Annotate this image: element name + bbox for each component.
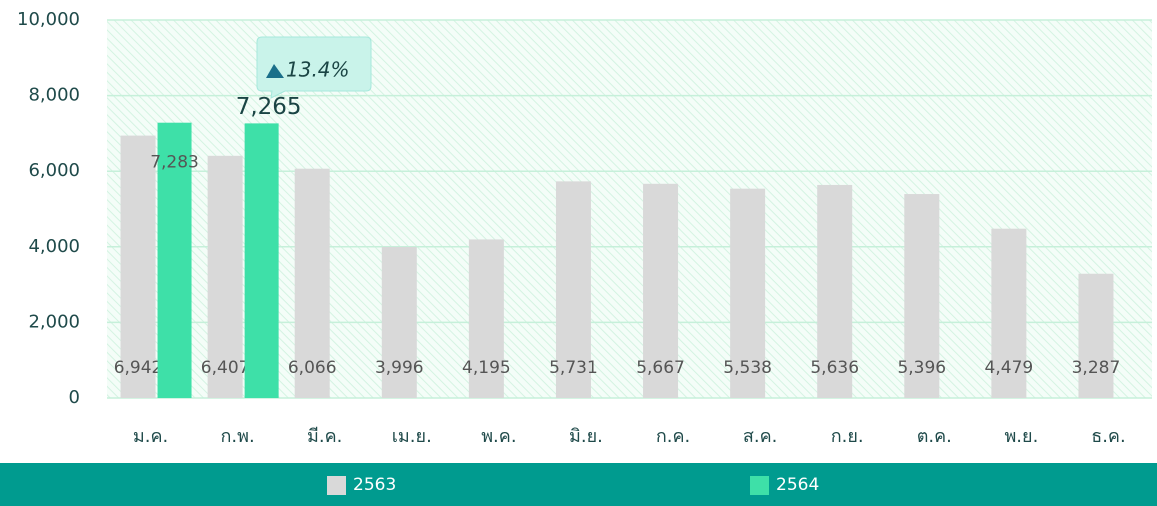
- y-tick-label: 4,000: [28, 236, 80, 257]
- y-tick-label: 6,000: [28, 160, 80, 181]
- data-label: 4,479: [985, 358, 1034, 378]
- data-label: 3,996: [375, 358, 424, 378]
- data-label: 6,942: [114, 358, 163, 378]
- data-label: 5,731: [549, 358, 598, 378]
- x-tick-label: ก.พ.: [221, 426, 255, 447]
- bar: [468, 239, 504, 398]
- legend-band: [0, 463, 1157, 506]
- y-tick-label: 2,000: [28, 311, 80, 332]
- data-label: 6,407: [201, 358, 250, 378]
- data-label: 5,538: [723, 358, 772, 378]
- bar: [244, 123, 279, 399]
- bar: [817, 184, 853, 398]
- annotation: 13.4%: [286, 58, 350, 82]
- legend-label: 2563: [353, 475, 396, 495]
- data-label: 5,396: [897, 358, 946, 378]
- data-label: 4,195: [462, 358, 511, 378]
- callout-box: [256, 36, 372, 99]
- bar: [157, 122, 192, 398]
- data-label: 6,066: [288, 358, 337, 378]
- x-tick-label: มี.ค.: [307, 426, 342, 447]
- bar: [555, 181, 591, 398]
- x-tick-label: ธ.ค.: [1091, 426, 1125, 447]
- x-tick-label: พ.ค.: [481, 426, 516, 447]
- bar: [120, 135, 156, 398]
- x-tick-label: ต.ค.: [917, 426, 952, 447]
- bar: [643, 183, 679, 398]
- bar: [991, 228, 1027, 398]
- legend-label: 2564: [776, 475, 819, 495]
- x-tick-label: ก.ย.: [831, 426, 864, 447]
- data-label: 5,636: [810, 358, 859, 378]
- bar: [294, 168, 330, 398]
- up-triangle-icon: [266, 64, 284, 78]
- data-label: 7,265: [236, 94, 302, 120]
- legend-swatch: [750, 476, 769, 495]
- bar: [207, 155, 243, 398]
- x-tick-label: เม.ย.: [392, 426, 432, 447]
- x-tick-label: ก.ค.: [656, 426, 690, 447]
- bar: [1078, 273, 1114, 398]
- bar: [381, 246, 417, 398]
- x-tick-label: มิ.ย.: [569, 426, 603, 447]
- legend-swatch: [327, 476, 346, 495]
- bar: [904, 194, 940, 398]
- bar: [730, 188, 766, 398]
- data-label: 7,283: [150, 153, 199, 173]
- x-tick-label: ม.ค.: [133, 426, 168, 447]
- y-tick-label: 0: [69, 387, 80, 408]
- data-label: 5,667: [636, 358, 685, 378]
- y-tick-label: 8,000: [28, 85, 80, 106]
- x-tick-label: ส.ค.: [743, 426, 777, 447]
- x-tick-label: พ.ย.: [1004, 426, 1038, 447]
- data-label: 3,287: [1072, 358, 1121, 378]
- y-tick-label: 10,000: [17, 9, 80, 30]
